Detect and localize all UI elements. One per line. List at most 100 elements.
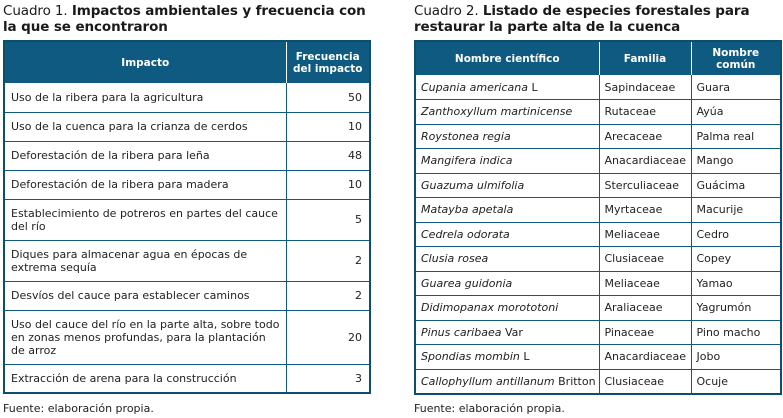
author: Britton [554,374,596,388]
family-cell: Clusiaceae [599,369,692,394]
frequency-cell: 3 [355,371,362,385]
table1-caption-title: Impactos ambientales y frecuencia con la… [3,3,366,35]
impact-cell: Establecimiento de potreros en partes de… [4,199,287,241]
family-cell: Sterculiaceae [599,173,692,198]
scientific-name-cell: Didimopanax morototoni [415,295,600,321]
table-row: Callophyllum antillanum Britton Clusiace… [415,369,781,394]
table1-source: Fuente: elaboración propia. [3,402,154,415]
scientific-name-cell: Spondias mombin L [415,344,600,370]
common-name-cell: Ayúa [691,99,781,125]
table-row: Zanthoxyllum martinicense Rutaceae Ayúa [415,99,781,125]
scientific-name: Guazuma ulmifolia [421,178,525,192]
scientific-name-cell: Clusia rosea [415,246,600,272]
common-name-cell: Yagrumón [691,295,781,321]
header-scientific-name: Nombre científico [415,41,600,75]
scientific-name-cell: Callophyllum antillanum Britton [415,369,600,394]
table1-panel: Cuadro 1. Impactos ambientales y frecuen… [3,0,371,394]
scientific-name-cell: Cedrela odorata [415,222,600,247]
family-cell: Araliaceae [599,295,692,321]
family-cell: Anacardiaceae [599,148,692,174]
scientific-name-cell: Guazuma ulmifolia [415,173,600,198]
scientific-name: Didimopanax morototoni [421,301,559,315]
scientific-name: Mangifera indica [421,154,513,168]
table1-caption-prefix: Cuadro 1. [3,3,68,19]
family-cell: Clusiaceae [599,246,692,272]
scientific-name: Callophyllum antillanum [421,374,555,388]
table2-panel: Cuadro 2. Listado de especies forestales… [414,0,782,395]
table-row: Cedrela odorata Meliaceae Cedro [415,222,781,247]
table-row: Uso de la ribera para la agricultura 50 [4,83,370,113]
frequency-cell: 10 [286,170,370,200]
table1-caption: Cuadro 1. Impactos ambientales y frecuen… [3,3,371,39]
common-name-cell: Mango [691,148,781,174]
table2-caption: Cuadro 2. Listado de especies forestales… [414,3,782,39]
common-name-cell: Ocuje [696,374,729,388]
header-impact: Impacto [4,41,287,83]
impact-cell: Desvíos del cauce para establecer camino… [4,281,287,311]
family-cell: Anacardiaceae [599,344,692,370]
table-row: Establecimiento de potreros en partes de… [4,199,370,241]
common-name-cell: Macurije [691,197,781,223]
family-cell: Pinaceae [599,320,692,345]
scientific-name-cell: Pinus caribaea Var [415,320,600,345]
frequency-cell: 2 [286,281,370,311]
table-row: Deforestación de la ribera para madera 1… [4,170,370,200]
table-row: Roystonea regia Arecaceae Palma real [415,124,781,149]
scientific-name-cell: Matayba apetala [415,197,600,223]
impact-cell: Diques para almacenar agua en épocas de … [4,240,287,282]
common-name-cell: Cedro [691,222,781,247]
impact-cell: Uso de la cuenca para la crianza de cerd… [4,112,287,142]
author: L [519,350,530,364]
scientific-name: Cedrela odorata [421,227,510,241]
species-table: Nombre científico Familia Nombre común C… [414,40,782,395]
table-row: Spondias mombin L Anacardiaceae Jobo [415,344,781,370]
scientific-name: Guarea guidonia [421,276,513,290]
scientific-name: Pinus caribaea [421,325,502,339]
scientific-name-cell: Guarea guidonia [415,271,600,296]
frequency-cell: 48 [286,141,370,171]
table-row: Guazuma ulmifolia Sterculiaceae Guácima [415,173,781,198]
impact-cell: Extracción de arena para la construcción [4,364,287,393]
table-row: Cupania americana L Sapindaceae Guara [415,75,781,100]
scientific-name-cell: Mangifera indica [415,148,600,174]
scientific-name-cell: Cupania americana L [415,75,600,100]
scientific-name: Spondias mombin [421,350,520,364]
author: L [527,80,538,94]
table-row: Uso de la cuenca para la crianza de cerd… [4,112,370,142]
common-name-cell: Yamao [691,271,781,296]
scientific-name-cell: Zanthoxyllum martinicense [415,99,600,125]
table-row: Uso del cauce del río en la parte alta, … [4,310,370,365]
table-row: Desvíos del cauce para establecer camino… [4,281,370,311]
common-name-cell: Palma real [691,124,781,149]
common-name-cell: Copey [691,246,781,272]
common-name-cell: Jobo [691,344,781,370]
impact-cell: Uso de la ribera para la agricultura [4,83,287,113]
table-row: Matayba apetala Myrtaceae Macurije [415,197,781,223]
common-name-cell: Guara [691,75,781,100]
table-row: Clusia rosea Clusiaceae Copey [415,246,781,272]
family-cell: Rutaceae [599,99,692,125]
common-name-cell: Pino macho [691,320,781,345]
table-row: Mangifera indica Anacardiaceae Mango [415,148,781,174]
impact-cell: Uso del cauce del río en la parte alta, … [4,310,287,365]
table2-caption-prefix: Cuadro 2. [414,3,479,19]
table-row: Deforestación de la ribera para leña 48 [4,141,370,171]
family-cell: Meliaceae [599,271,692,296]
frequency-cell: 20 [286,310,370,365]
common-name-cell: Guácima [691,173,781,198]
author: Var [501,325,523,339]
family-cell: Arecaceae [599,124,692,149]
impact-cell: Deforestación de la ribera para leña [4,141,287,171]
frequency-cell: 2 [286,240,370,282]
scientific-name: Zanthoxyllum martinicense [421,105,573,119]
scientific-name: Clusia rosea [421,252,489,266]
table-row: Extracción de arena para la construcción… [4,364,370,393]
table2-caption-title: Listado de especies forestales para rest… [414,3,750,35]
table-row: Diques para almacenar agua en épocas de … [4,240,370,282]
scientific-name: Cupania americana [421,80,528,94]
scientific-name: Roystonea regia [421,129,511,143]
impact-cell: Deforestación de la ribera para madera [4,170,287,200]
table-row: Pinus caribaea Var Pinaceae Pino macho [415,320,781,345]
family-cell: Myrtaceae [599,197,692,223]
table-row: Didimopanax morototoni Araliaceae Yagrum… [415,295,781,321]
